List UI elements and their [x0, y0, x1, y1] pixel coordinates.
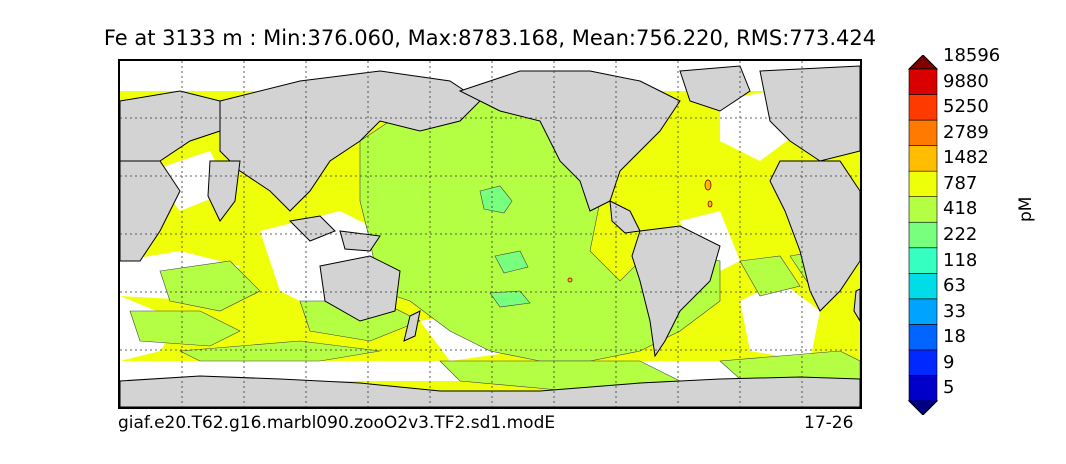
colorbar-segments — [908, 55, 938, 415]
colorbar-tick-label: 222 — [943, 224, 978, 245]
plot-title: Fe at 3133 m : Min:376.060, Max:8783.168… — [103, 26, 877, 50]
colorbar-tick-label: 787 — [943, 172, 978, 194]
colorbar-level — [908, 94, 938, 121]
colorbar-tick-label: 9880 — [943, 70, 989, 92]
ocean-hotspots — [567, 179, 713, 283]
colorbar-tick-label: 2789 — [943, 121, 989, 143]
colorbar-level — [908, 68, 938, 95]
colorbar-level — [908, 375, 938, 402]
graticule — [120, 61, 860, 407]
colorbar-tick-label: 118 — [943, 249, 978, 271]
colorbar-units: pM — [1016, 196, 1036, 222]
colorbar — [908, 55, 938, 415]
colorbar-level — [908, 119, 938, 146]
colorbar-level — [908, 273, 938, 300]
case-name: giaf.e20.T62.g16.marbl090.zooO2v3.TF2.sd… — [118, 413, 556, 433]
colorbar-tick-label: 9 — [943, 351, 955, 373]
colorbar-level — [908, 196, 938, 223]
ocean-lightgreen-222-418 — [479, 185, 531, 308]
colorbar-extend-max — [908, 55, 938, 70]
colorbar-level — [908, 349, 938, 376]
colorbar-tick-label: 418 — [943, 198, 978, 220]
colorbar-level — [908, 324, 938, 351]
map-canvas — [120, 61, 860, 407]
colorbar-level — [908, 145, 938, 172]
colorbar-tick-label: 5 — [943, 377, 955, 399]
colorbar-tick-label: 33 — [943, 300, 966, 322]
colorbar-level — [908, 247, 938, 274]
colorbar-tick-label: 18 — [943, 326, 966, 348]
colorbar-level — [908, 298, 938, 325]
colorbar-level — [908, 170, 938, 197]
colorbar-tick-label: 18596 — [943, 45, 1001, 67]
colorbar-extend-min — [908, 400, 938, 415]
colorbar-tick-label: 1482 — [943, 147, 989, 169]
colorbar-level — [908, 221, 938, 249]
land-masses — [120, 65, 860, 407]
colorbar-tick-label: 5250 — [943, 96, 989, 118]
colorbar-tick-label: 63 — [943, 275, 966, 297]
world-map — [118, 59, 862, 409]
year-range: 17-26 — [804, 413, 854, 433]
